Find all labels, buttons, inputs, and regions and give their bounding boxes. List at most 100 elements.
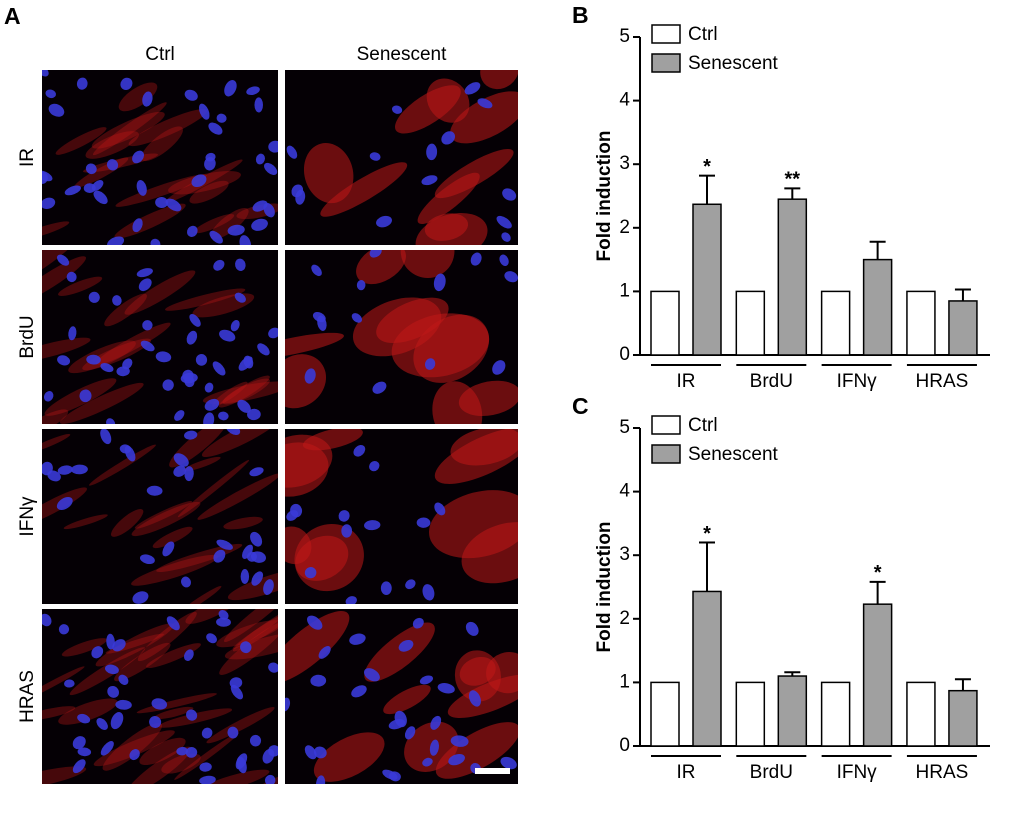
nucleus xyxy=(219,329,236,342)
nucleus xyxy=(100,429,112,445)
nucleus xyxy=(246,551,257,562)
cytoplasm xyxy=(137,611,197,662)
nucleus xyxy=(186,709,198,721)
nucleus xyxy=(122,358,133,370)
significance-label: ** xyxy=(785,169,801,191)
y-tick-label: 1 xyxy=(619,671,630,692)
nucleus xyxy=(450,735,469,747)
nucleus xyxy=(136,179,147,196)
nucleus xyxy=(448,753,465,766)
nucleus xyxy=(216,539,233,550)
micrograph-content xyxy=(285,610,518,784)
nucleus xyxy=(349,633,366,645)
nucleus xyxy=(268,662,278,673)
cytoplasm xyxy=(232,609,278,652)
nucleus xyxy=(57,355,71,366)
nucleus xyxy=(307,615,323,630)
legend-label: Ctrl xyxy=(688,24,718,45)
nucleus xyxy=(295,189,306,205)
bar xyxy=(906,290,936,356)
cytoplasm xyxy=(189,180,229,204)
legend-swatch xyxy=(651,53,681,73)
nucleus xyxy=(191,174,207,188)
nucleus xyxy=(107,236,125,245)
nucleus xyxy=(199,775,216,784)
nucleus xyxy=(388,719,406,730)
cytoplasm xyxy=(153,706,194,720)
y-tick-label: 5 xyxy=(619,417,630,438)
nucleus xyxy=(180,576,192,588)
nucleus xyxy=(304,567,317,579)
nucleus xyxy=(106,418,116,424)
nucleus xyxy=(412,617,424,629)
cytoplasm xyxy=(68,340,136,374)
nucleus xyxy=(249,734,262,747)
legend-swatch xyxy=(651,24,681,44)
nucleus xyxy=(264,774,276,784)
nucleus xyxy=(56,497,73,510)
nucleus xyxy=(426,143,438,161)
nucleus xyxy=(313,746,327,759)
micrograph-content xyxy=(42,609,278,784)
x-tick-label: BrdU xyxy=(750,371,793,392)
cytoplasm xyxy=(58,276,103,296)
nucleus xyxy=(155,196,169,209)
nucleus xyxy=(72,736,86,750)
nucleus xyxy=(149,716,162,729)
x-tick-label: IFNγ xyxy=(837,371,878,392)
nucleus xyxy=(434,502,446,516)
nucleus xyxy=(208,122,223,135)
nucleus xyxy=(100,741,114,756)
nucleus xyxy=(227,224,245,236)
cytoplasm xyxy=(42,221,70,241)
micrograph-bg xyxy=(42,70,278,245)
nucleus xyxy=(422,757,433,767)
column-label: Ctrl xyxy=(145,44,175,65)
nucleus xyxy=(195,354,208,366)
cytoplasm xyxy=(285,610,350,684)
nucleus xyxy=(246,86,260,96)
nucleus xyxy=(225,429,241,435)
y-tick-label: 3 xyxy=(619,544,630,565)
cytoplasm xyxy=(206,707,275,744)
micrograph-content xyxy=(286,70,518,245)
nucleus xyxy=(173,453,189,467)
cytoplasm xyxy=(42,256,87,304)
nucleus xyxy=(85,163,97,175)
bar xyxy=(650,290,680,356)
nucleus xyxy=(364,668,380,682)
nucleus xyxy=(230,684,244,700)
cytoplasm xyxy=(185,609,241,624)
cytoplasm xyxy=(55,127,107,155)
column-label: Senescent xyxy=(357,44,448,65)
nucleus xyxy=(132,591,149,604)
nucleus xyxy=(138,278,152,292)
nucleus xyxy=(500,756,517,770)
nucleus xyxy=(477,98,493,109)
cytoplasm xyxy=(42,666,85,703)
nucleus xyxy=(380,581,392,595)
nucleus xyxy=(120,77,133,91)
nucleus xyxy=(499,254,509,267)
cytoplasm xyxy=(218,375,270,408)
nucleus xyxy=(77,713,91,724)
significance-label: * xyxy=(703,523,711,545)
cytoplasm xyxy=(85,131,139,159)
nucleus xyxy=(369,460,380,472)
bar xyxy=(862,258,893,356)
nucleus xyxy=(42,461,53,476)
nucleus xyxy=(83,183,96,194)
nucleus xyxy=(198,103,210,120)
cytoplasm xyxy=(134,500,193,529)
micrograph xyxy=(285,70,518,245)
y-tick-label: 0 xyxy=(619,735,630,756)
nucleus xyxy=(257,343,270,356)
y-tick-label: 5 xyxy=(619,26,630,47)
nucleus xyxy=(64,185,81,196)
nucleus xyxy=(142,91,153,107)
cytoplasm xyxy=(61,638,107,657)
nucleus xyxy=(369,152,381,161)
nucleus xyxy=(318,646,331,659)
y-tick-label: 4 xyxy=(619,90,630,111)
cytoplasm xyxy=(302,429,363,451)
